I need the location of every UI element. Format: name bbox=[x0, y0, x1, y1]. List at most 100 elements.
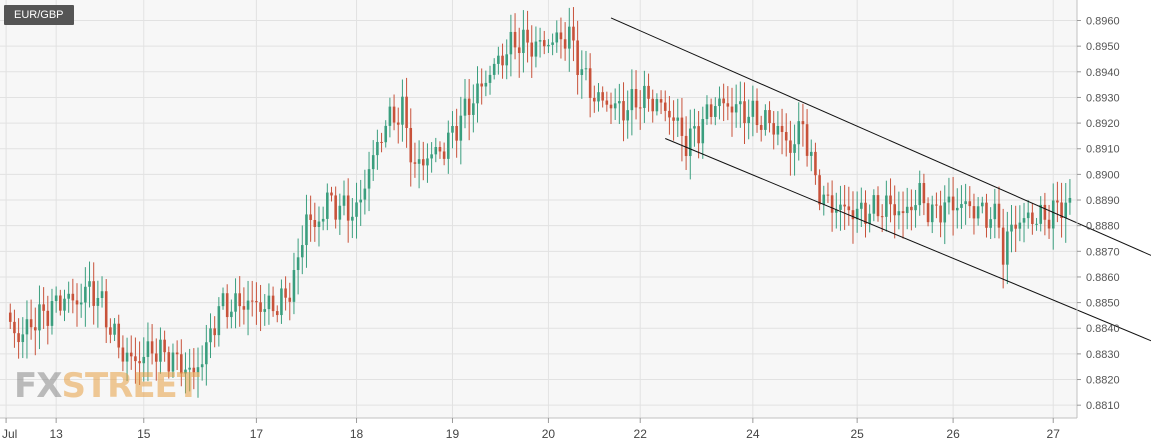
candle-body bbox=[84, 286, 87, 303]
plot-background bbox=[0, 0, 1077, 418]
candle-body bbox=[121, 347, 125, 362]
candle-body bbox=[730, 106, 734, 113]
candle-body bbox=[138, 361, 141, 364]
candle-body bbox=[789, 140, 792, 153]
candle-body bbox=[488, 74, 492, 83]
candle-body bbox=[943, 202, 947, 223]
candle-body bbox=[889, 195, 892, 205]
candle-body bbox=[809, 151, 813, 156]
candle-body bbox=[522, 29, 525, 54]
candle-body bbox=[597, 92, 600, 102]
candle-body bbox=[939, 205, 942, 223]
candle-body bbox=[146, 341, 150, 357]
candle-body bbox=[755, 100, 759, 126]
y-tick-label: 0.8810 bbox=[1086, 400, 1120, 412]
candle-body bbox=[467, 98, 471, 115]
candle-body bbox=[680, 117, 684, 136]
channel-lines bbox=[610, 17, 1151, 342]
x-tick-label: 24 bbox=[746, 427, 760, 441]
x-tick-label: 17 bbox=[250, 427, 264, 441]
candle-body bbox=[647, 85, 650, 99]
candle-body bbox=[542, 40, 546, 47]
y-tick-label: 0.8900 bbox=[1086, 169, 1120, 181]
candle-body bbox=[684, 135, 688, 157]
candle-body bbox=[860, 202, 863, 209]
candle-body bbox=[313, 219, 317, 227]
candle-body bbox=[88, 281, 91, 287]
candle-body bbox=[663, 102, 667, 111]
x-tick-label: 26 bbox=[946, 427, 960, 441]
candle-body bbox=[768, 110, 771, 124]
candle-body bbox=[655, 99, 659, 112]
candle-body bbox=[676, 117, 680, 121]
candle-body bbox=[8, 312, 12, 322]
candle-body bbox=[659, 99, 663, 103]
candle-body bbox=[238, 293, 242, 307]
x-tick-label: 20 bbox=[542, 427, 556, 441]
candle-body bbox=[396, 122, 400, 125]
candle-body bbox=[484, 82, 488, 87]
candle-body bbox=[651, 98, 655, 112]
candle-body bbox=[359, 199, 362, 203]
candle-body bbox=[38, 304, 41, 331]
candle-body bbox=[559, 32, 563, 40]
y-tick-label: 0.8850 bbox=[1086, 298, 1120, 310]
channel-trend-line bbox=[665, 138, 1151, 342]
y-tick-label: 0.8880 bbox=[1086, 221, 1120, 233]
candle-body bbox=[538, 40, 542, 42]
candle-body bbox=[584, 68, 588, 70]
y-tick-label: 0.8820 bbox=[1086, 375, 1120, 387]
candle-body bbox=[338, 205, 342, 220]
candle-body bbox=[401, 96, 404, 125]
candle-body bbox=[714, 106, 717, 117]
candle-body bbox=[426, 158, 429, 166]
candle-body bbox=[380, 141, 383, 143]
candle-body bbox=[246, 300, 250, 310]
candle-body bbox=[17, 333, 20, 343]
candle-body bbox=[1043, 204, 1047, 220]
candle-body bbox=[305, 214, 308, 246]
candle-body bbox=[1018, 222, 1022, 229]
candle-body bbox=[75, 300, 79, 305]
y-tick-label: 0.8920 bbox=[1086, 118, 1120, 130]
candle-body bbox=[1026, 212, 1030, 219]
candle-body bbox=[13, 321, 16, 334]
candle-body bbox=[509, 31, 513, 55]
candle-body bbox=[430, 154, 433, 159]
candle-body bbox=[551, 42, 554, 45]
candle-body bbox=[855, 208, 859, 220]
candle-body bbox=[897, 211, 901, 216]
candle-body bbox=[818, 175, 821, 205]
candle-body bbox=[317, 221, 321, 227]
candle-body bbox=[384, 125, 388, 143]
candle-body bbox=[167, 352, 171, 372]
candle-body bbox=[839, 204, 842, 210]
candle-body bbox=[63, 298, 66, 311]
candle-body bbox=[1001, 227, 1005, 265]
candle-body bbox=[722, 98, 725, 104]
x-tick-label: 13 bbox=[49, 427, 63, 441]
candle-body bbox=[438, 147, 442, 152]
candle-body bbox=[1014, 224, 1017, 229]
candle-body bbox=[993, 203, 997, 220]
y-tick-label: 0.8960 bbox=[1086, 16, 1120, 28]
candle-body bbox=[376, 141, 379, 156]
candle-body bbox=[409, 128, 413, 163]
candle-body bbox=[922, 183, 926, 204]
candle-body bbox=[342, 195, 346, 206]
candle-body bbox=[159, 339, 162, 362]
candle-body bbox=[1051, 200, 1055, 229]
candle-body bbox=[434, 147, 438, 155]
candle-body bbox=[613, 103, 617, 109]
candle-body bbox=[572, 26, 575, 41]
candle-body bbox=[910, 206, 913, 211]
candle-body bbox=[196, 367, 200, 373]
candle-body bbox=[271, 295, 275, 312]
candle-body bbox=[880, 216, 884, 218]
candle-body bbox=[901, 211, 905, 214]
candle-body bbox=[935, 204, 938, 206]
candle-body bbox=[221, 293, 225, 307]
candles bbox=[8, 7, 1072, 398]
candle-body bbox=[759, 125, 763, 130]
candle-body bbox=[580, 69, 584, 76]
